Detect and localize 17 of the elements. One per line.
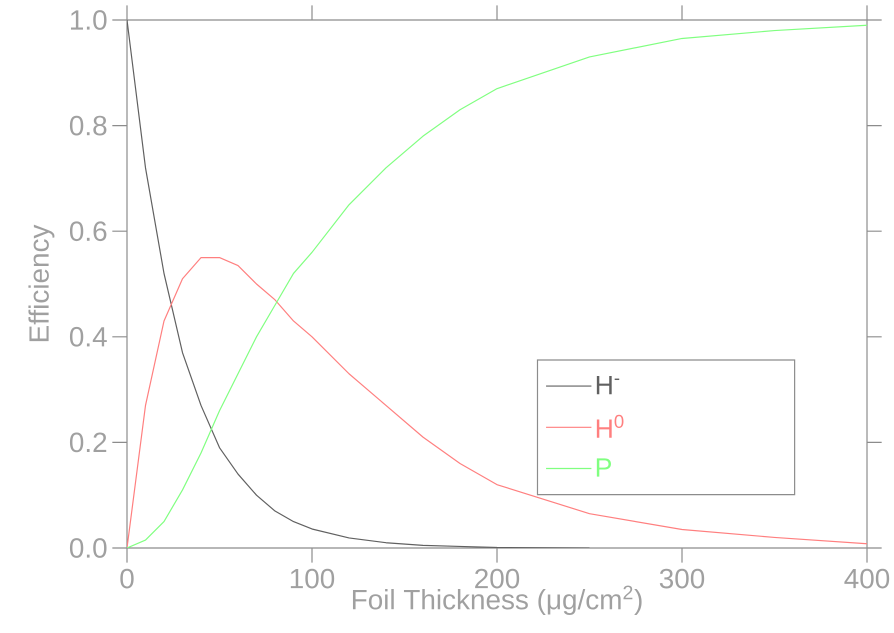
y-tick-label: 1.0 [70, 10, 107, 30]
line-series [127, 24, 868, 548]
x-tick-label: 400 [844, 568, 890, 588]
x-tick-label: 0 [120, 568, 134, 588]
y-axis-title: Efficiency [28, 224, 54, 342]
line-series [127, 20, 590, 548]
x-tick-label: 100 [290, 568, 334, 588]
y-tick-label: 0.4 [70, 326, 107, 347]
y-tick-label: 0.8 [70, 116, 106, 136]
y-tick-label: 0.6 [70, 221, 106, 242]
y-tick-label: 0.2 [70, 432, 106, 452]
legend-label: H$^{-}$ [596, 376, 620, 394]
y-tick-label: 0.0 [70, 538, 107, 558]
line-series [127, 257, 868, 548]
x-tick-label: 300 [660, 568, 704, 588]
legend-label: P [596, 458, 611, 477]
legend-label: H$^{0}$ [596, 414, 624, 438]
